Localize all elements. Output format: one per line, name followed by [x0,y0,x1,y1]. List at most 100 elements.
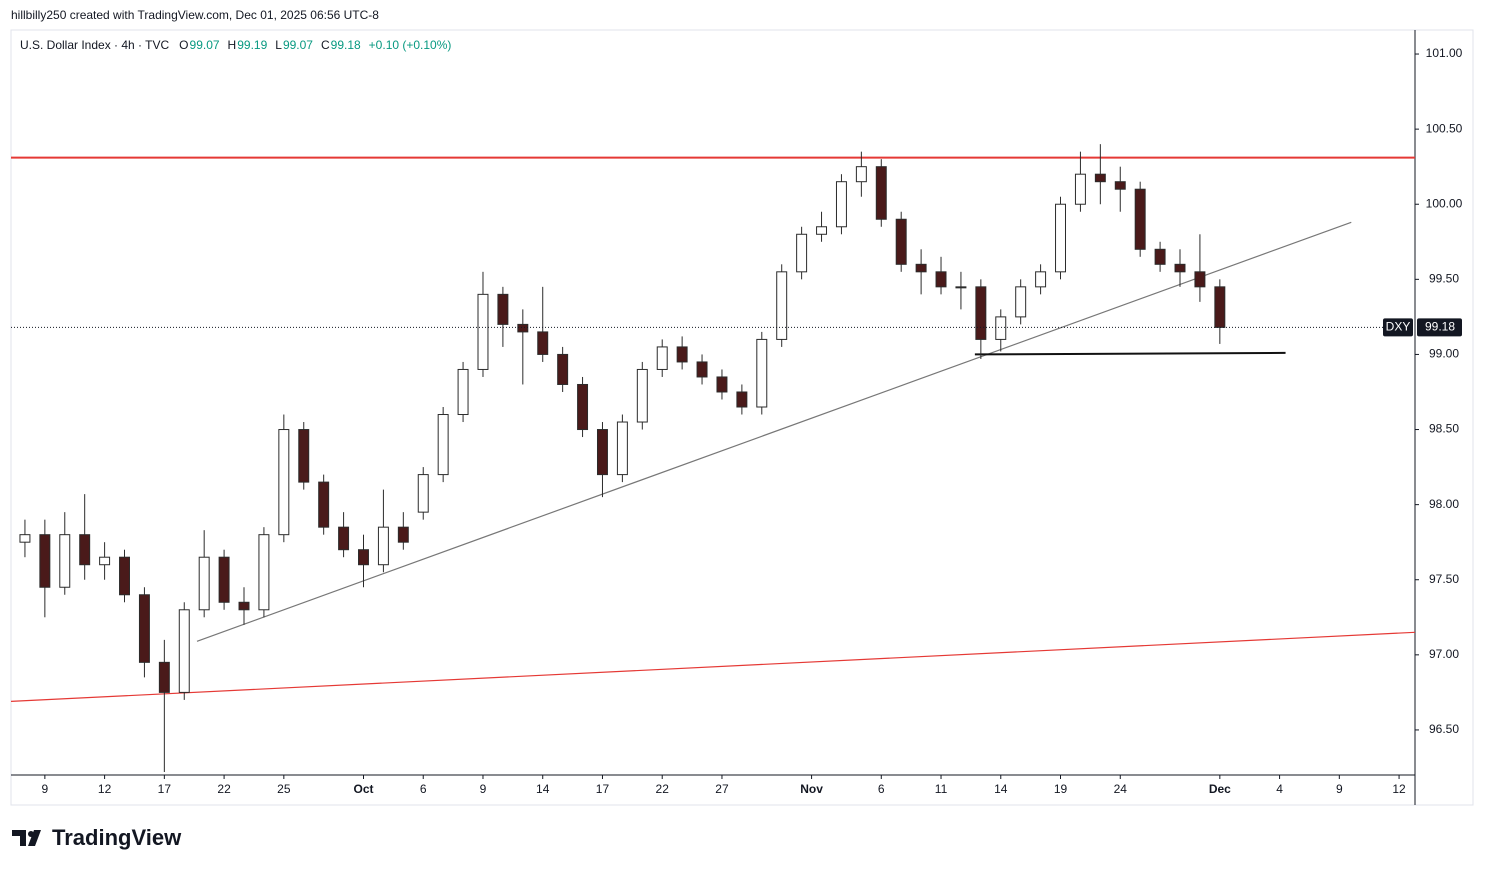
y-tick-label: 99.50 [1429,272,1459,286]
x-tick-label: 9 [1336,782,1343,796]
candle-body [696,361,708,378]
candle-body [437,414,449,476]
x-tick-label: 22 [656,782,670,796]
candle-body [318,481,330,528]
candle-body [995,316,1007,340]
x-tick-label: 25 [277,782,291,796]
x-tick-label: 4 [1276,782,1283,796]
candle-body [477,293,489,370]
x-tick-label: Dec [1209,782,1231,796]
candle-body [1055,203,1066,273]
candle-body [1214,286,1226,328]
change: +0.10 (+0.10%) [369,38,452,52]
candle-body [198,556,210,611]
x-tick-label: 6 [420,782,427,796]
frame [10,29,1474,806]
trend-line [196,221,1352,642]
candle-body [636,368,648,423]
x-tick-label: Nov [800,782,823,796]
y-tick-label: 98.00 [1429,497,1459,511]
x-tick-label: 24 [1114,782,1128,796]
brand: TradingView [52,825,182,850]
price-label: 99.18 [1425,320,1455,334]
candle-body [138,594,150,663]
ohlc-value: 99.07 [190,38,220,52]
candle-body [19,534,31,543]
ohlc-label: L [275,38,282,52]
candle-body [756,338,768,408]
candle-body [278,429,290,536]
x-tick-label: 19 [1054,782,1068,796]
candle-body [656,346,668,370]
logo: TradingView [12,825,182,850]
x-tick-label: 9 [480,782,487,796]
candle-body [377,526,389,566]
symbol-label: DXY [1386,320,1411,334]
candle-body [1174,263,1186,273]
x-tick-label: 17 [158,782,172,796]
y-tick-label: 99.00 [1429,347,1459,361]
legend: U.S. Dollar Index · 4h · TVC O 99.07 H 99.1… [20,38,451,52]
candle-body [935,271,947,288]
candle-body [238,601,250,611]
candle-body [776,271,788,340]
ohlc-label: C [321,38,330,52]
candle-body [218,556,230,603]
ohlc-label: O [179,38,188,52]
x-tick-label: 27 [715,782,729,796]
candle-body [397,526,409,543]
x-tick-label: 14 [994,782,1008,796]
candle-body [796,233,808,273]
candle-body [835,181,847,228]
symbol-box [1383,318,1413,337]
x-tick-label: 12 [1392,782,1406,796]
candle-body [596,429,608,476]
candle-body [955,286,967,289]
candle-body [676,346,688,363]
candle-body [1134,188,1146,250]
x-tick-label: 17 [596,782,610,796]
x-tick-label: 11 [935,782,948,796]
candle-body [457,368,469,416]
logo-dot [28,831,34,837]
plot-area [11,144,1415,772]
candle-body [1074,173,1086,205]
chart-title: U.S. Dollar Index · 4h · TVC [20,38,169,52]
ohlc-label: H [228,38,237,52]
x-tick-label: Oct [353,782,373,796]
candle-body [816,226,828,235]
candle-body [79,534,91,566]
x-tick-label: 6 [878,782,885,796]
candle-body [855,166,867,183]
candle-body [716,376,728,393]
candle-body [1114,181,1126,190]
candle-body [537,331,549,355]
candle-body [1194,271,1206,288]
candle-body [577,383,589,431]
candle-body [1015,286,1027,318]
candle-body [736,391,748,408]
candle-body [119,556,130,596]
candle-body [158,661,170,693]
ohlc-value: 99.18 [331,38,361,52]
ohlc-value: 99.19 [237,38,267,52]
y-tick-label: 100.50 [1426,121,1463,135]
candle-body [1094,173,1106,183]
y-tick-label: 101.00 [1426,46,1463,60]
candle-body [59,534,71,588]
candle-body [497,293,509,325]
y-tick-label: 97.50 [1429,572,1459,586]
price-box [1417,318,1462,337]
y-tick-label: 96.50 [1429,722,1459,736]
y-tick-label: 98.50 [1429,422,1459,436]
candle-body [1154,248,1166,265]
x-tick-label: 14 [536,782,550,796]
candle-body [1035,271,1047,288]
trend-line [974,351,1286,356]
candle-body [875,166,887,220]
candle-body [975,286,987,340]
candle-body [298,429,310,483]
y-tick-label: 100.00 [1426,196,1463,210]
x-tick-label: 22 [217,782,231,796]
